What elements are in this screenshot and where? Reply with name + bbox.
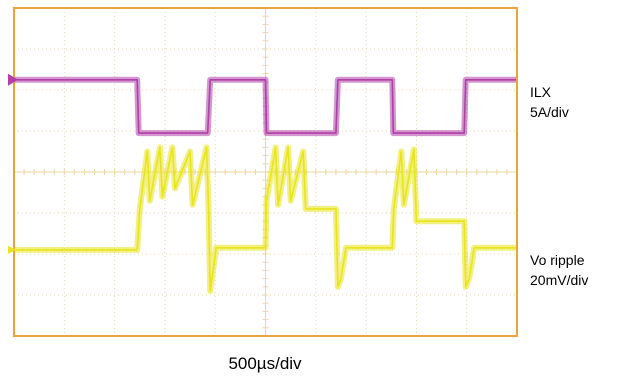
vo-channel-label: Vo ripple 20mV/div [530, 250, 588, 290]
ilx-waveform [14, 79, 517, 134]
graticule-grid [13, 7, 518, 337]
ilx-name: ILX [530, 84, 552, 100]
ilx-channel-label: ILX 5A/div [530, 82, 569, 122]
vo-name: Vo ripple [530, 252, 585, 268]
vo-ripple-waveform [14, 146, 517, 292]
ilx-scale: 5A/div [530, 104, 569, 120]
screen-frame [13, 7, 518, 337]
vo-ground-marker [8, 245, 16, 254]
ilx-ground-marker [8, 73, 18, 86]
time-scale-label: 500µs/div [228, 354, 302, 373]
vo-scale: 20mV/div [530, 272, 589, 288]
waveform-traces [14, 76, 517, 294]
